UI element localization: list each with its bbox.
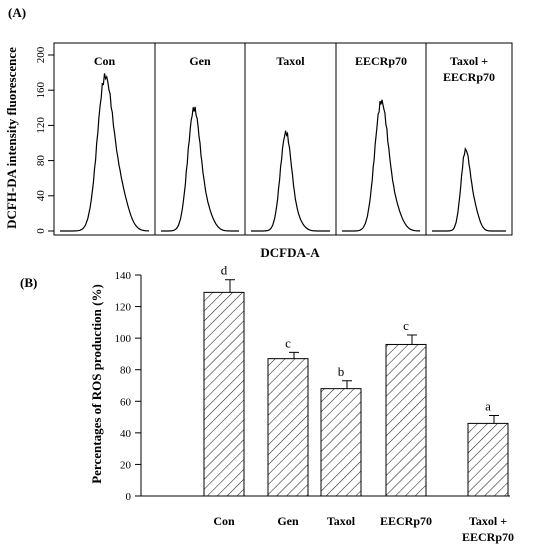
panel-b-ytick-label: 80 bbox=[120, 365, 132, 377]
bar bbox=[203, 291, 245, 497]
histogram-panels: Con Gen Taxol EECRp70 Taxol + EECRp70 bbox=[60, 43, 506, 235]
panel-b-ytick-label: 0 bbox=[126, 491, 132, 503]
significance-letter: c bbox=[285, 335, 291, 350]
panel-a-ytick-label: 200 bbox=[35, 46, 47, 63]
panel-b-ylabel: Percentages of ROS production (%) bbox=[89, 284, 104, 484]
histogram-curve bbox=[342, 99, 421, 232]
panel-b-label: (B) bbox=[20, 275, 37, 290]
category-label: EECRp70 bbox=[462, 530, 514, 544]
panel-b-ytick-label: 60 bbox=[120, 396, 132, 408]
panel-a-ytick-label: 160 bbox=[35, 81, 47, 98]
bar bbox=[385, 343, 427, 497]
panel-a-xlabel: DCFDA-A bbox=[260, 245, 320, 260]
bar bbox=[467, 422, 509, 497]
panel-b-ytick-label: 100 bbox=[115, 333, 132, 345]
category-label: Taxol bbox=[327, 514, 356, 528]
panel-a-ylabel: DCFH-DA intensity fluorescence bbox=[4, 47, 19, 229]
bar-series: d Con c Gen b Taxol c EECRp70 a Taxol + EECRp70 bbox=[203, 263, 514, 544]
significance-letter: b bbox=[338, 364, 345, 379]
histogram-curve bbox=[60, 73, 149, 232]
histogram-label: Gen bbox=[189, 54, 211, 68]
histogram-curve bbox=[161, 106, 239, 232]
histogram-label: Taxol bbox=[276, 54, 305, 68]
significance-letter: d bbox=[221, 263, 228, 278]
panel-a-y-axis: 0 40 80 120 160 200 bbox=[35, 46, 54, 234]
bar bbox=[267, 358, 309, 497]
panel-a-frame bbox=[53, 42, 513, 236]
panel-b-ytick-label: 140 bbox=[115, 270, 132, 282]
category-label: Con bbox=[213, 514, 235, 528]
histogram-curve bbox=[251, 130, 330, 232]
panel-a-ytick-label: 40 bbox=[35, 190, 47, 202]
panel-a-ytick-label: 0 bbox=[35, 228, 47, 234]
panel-b-ytick-label: 40 bbox=[120, 428, 132, 440]
bar bbox=[320, 388, 362, 497]
significance-letter: a bbox=[485, 398, 491, 413]
panel-a-ytick-label: 120 bbox=[35, 117, 47, 134]
histogram-curve bbox=[432, 147, 506, 232]
histogram-label: EECRp70 bbox=[355, 54, 407, 68]
category-label: Gen bbox=[277, 514, 299, 528]
panel-b-y-axis: 0 20 40 60 80 100 120 140 bbox=[115, 270, 141, 503]
panel-b-ytick-label: 20 bbox=[120, 459, 132, 471]
panel-a-ytick-label: 80 bbox=[35, 155, 47, 167]
panel-a-label: (A) bbox=[8, 5, 26, 20]
histogram-label: Con bbox=[94, 54, 116, 68]
significance-letter: c bbox=[403, 318, 409, 333]
histogram-label: Taxol + bbox=[450, 54, 488, 68]
category-label: EECRp70 bbox=[380, 514, 432, 528]
category-label: Taxol + bbox=[469, 514, 507, 528]
histogram-label: EECRp70 bbox=[443, 70, 495, 84]
panel-b-ytick-label: 120 bbox=[115, 302, 132, 314]
